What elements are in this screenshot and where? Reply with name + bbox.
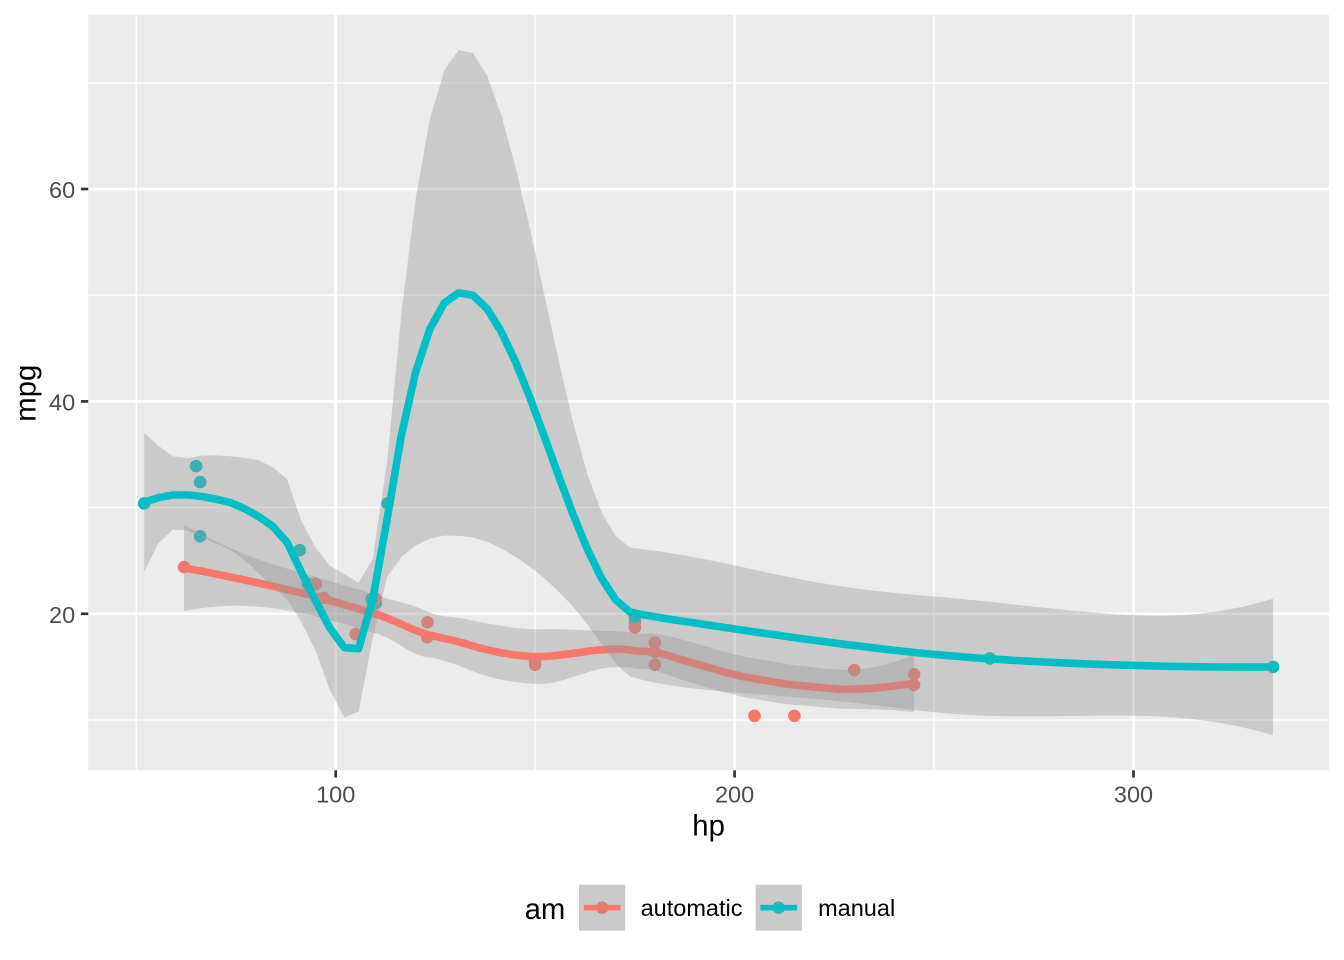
svg-text:manual: manual [818, 895, 895, 921]
svg-text:am: am [525, 893, 566, 926]
svg-text:60: 60 [49, 177, 75, 203]
svg-text:200: 200 [715, 781, 754, 807]
svg-text:100: 100 [316, 781, 355, 807]
svg-text:automatic: automatic [641, 895, 743, 921]
svg-text:hp: hp [692, 810, 725, 843]
svg-text:300: 300 [1114, 781, 1153, 807]
svg-text:20: 20 [49, 602, 75, 628]
svg-text:mpg: mpg [10, 365, 43, 422]
svg-text:40: 40 [49, 389, 75, 415]
